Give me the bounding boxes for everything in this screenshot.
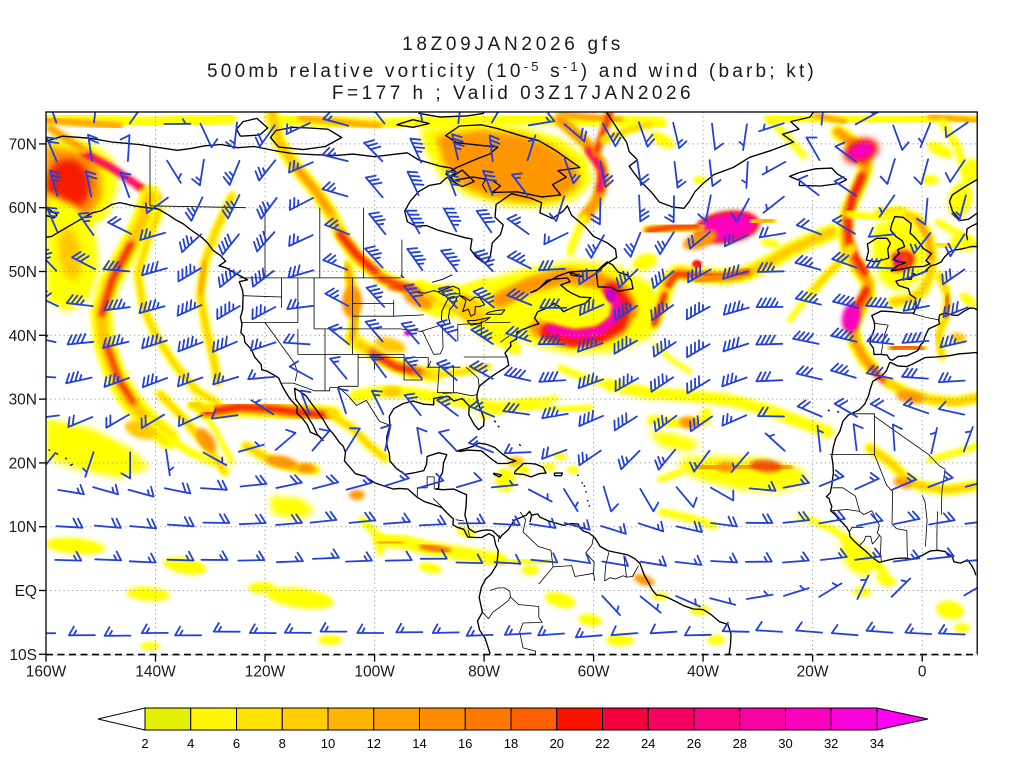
svg-text:14: 14 (412, 736, 426, 751)
svg-text:80W: 80W (468, 664, 500, 681)
svg-text:40W: 40W (687, 664, 719, 681)
svg-text:2: 2 (141, 736, 148, 751)
svg-text:40N: 40N (9, 328, 37, 345)
svg-text:10: 10 (321, 736, 335, 751)
svg-text:6: 6 (233, 736, 240, 751)
svg-text:F=177 h ; Valid 03Z17JAN2026: F=177 h ; Valid 03Z17JAN2026 (332, 83, 694, 104)
svg-text:32: 32 (824, 736, 838, 751)
svg-text:140W: 140W (135, 664, 176, 681)
svg-text:500mb relative vorticity (10-5: 500mb relative vorticity (10-5 s-1) and … (207, 59, 817, 82)
svg-text:20: 20 (550, 736, 564, 751)
svg-text:18: 18 (504, 736, 518, 751)
svg-text:22: 22 (595, 736, 609, 751)
svg-text:12: 12 (367, 736, 381, 751)
svg-text:60W: 60W (578, 664, 610, 681)
svg-text:34: 34 (870, 736, 884, 751)
svg-text:120W: 120W (245, 664, 286, 681)
svg-text:10S: 10S (9, 647, 37, 664)
svg-text:30: 30 (778, 736, 792, 751)
svg-text:8: 8 (279, 736, 286, 751)
svg-text:70N: 70N (9, 136, 37, 153)
svg-text:60N: 60N (9, 200, 37, 217)
svg-text:EQ: EQ (15, 583, 37, 600)
svg-text:20W: 20W (797, 664, 829, 681)
svg-text:24: 24 (641, 736, 655, 751)
svg-text:26: 26 (687, 736, 701, 751)
svg-text:18Z09JAN2026 gfs: 18Z09JAN2026 gfs (402, 34, 624, 55)
svg-text:0: 0 (918, 664, 927, 681)
svg-text:16: 16 (458, 736, 472, 751)
svg-text:4: 4 (187, 736, 194, 751)
svg-text:20N: 20N (9, 455, 37, 472)
svg-text:160W: 160W (26, 664, 67, 681)
svg-text:100W: 100W (354, 664, 395, 681)
svg-text:28: 28 (733, 736, 747, 751)
svg-text:50N: 50N (9, 264, 37, 281)
svg-text:10N: 10N (9, 519, 37, 536)
svg-text:30N: 30N (9, 392, 37, 409)
